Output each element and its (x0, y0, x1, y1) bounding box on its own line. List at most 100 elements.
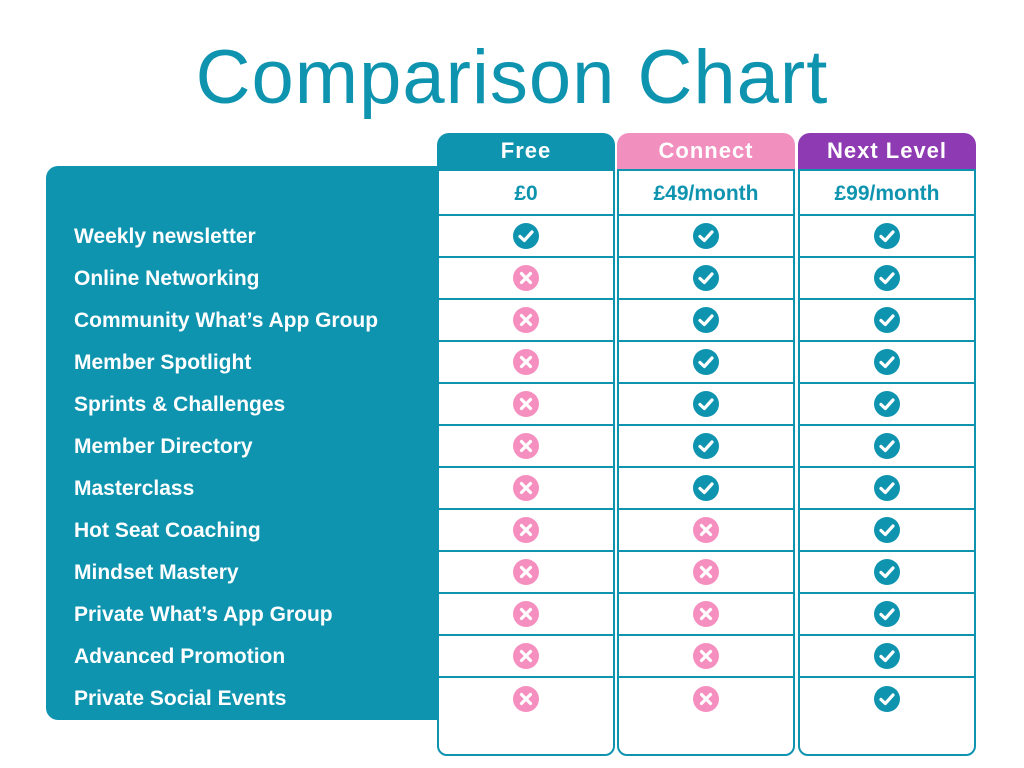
excluded-cell (439, 636, 613, 678)
check-circle-icon (693, 391, 719, 417)
included-cell (800, 552, 974, 594)
check-circle-icon (874, 433, 900, 459)
cross-circle-icon (693, 686, 719, 712)
feature-label: Member Spotlight (74, 351, 252, 374)
cross-circle-icon (513, 475, 539, 501)
cross-circle-icon (513, 433, 539, 459)
plan-header: Free (437, 133, 615, 169)
plan-cells (439, 216, 613, 720)
check-circle-icon (513, 223, 539, 249)
plan-body: £49/month (617, 169, 795, 756)
included-cell (800, 636, 974, 678)
included-cell (800, 468, 974, 510)
included-cell (800, 258, 974, 300)
cross-circle-icon (693, 517, 719, 543)
excluded-cell (619, 510, 793, 552)
excluded-cell (619, 552, 793, 594)
feature-list: Weekly newsletter Online Networking Commun… (74, 216, 434, 720)
feature-label: Weekly newsletter (74, 225, 256, 248)
check-circle-icon (693, 433, 719, 459)
feature-label: Mindset Mastery (74, 561, 239, 584)
check-circle-icon (693, 223, 719, 249)
excluded-cell (619, 636, 793, 678)
feature-label: Hot Seat Coaching (74, 519, 261, 542)
plan-column-next-level: Next Level £99/month (798, 133, 976, 756)
excluded-cell (619, 678, 793, 720)
included-cell (800, 594, 974, 636)
plan-body: £99/month (798, 169, 976, 756)
included-cell (800, 216, 974, 258)
included-cell (619, 468, 793, 510)
included-cell (800, 342, 974, 384)
included-cell (619, 384, 793, 426)
included-cell (619, 258, 793, 300)
feature-label: Online Networking (74, 267, 260, 290)
plan-header: Next Level (798, 133, 976, 169)
check-circle-icon (874, 686, 900, 712)
plan-header: Connect (617, 133, 795, 169)
cross-circle-icon (513, 349, 539, 375)
cross-circle-icon (513, 559, 539, 585)
check-circle-icon (874, 475, 900, 501)
excluded-cell (439, 678, 613, 720)
check-circle-icon (874, 517, 900, 543)
chart-title: Comparison Chart (195, 35, 829, 120)
excluded-cell (439, 258, 613, 300)
cross-circle-icon (513, 686, 539, 712)
check-circle-icon (693, 349, 719, 375)
cross-circle-icon (513, 391, 539, 417)
check-circle-icon (874, 223, 900, 249)
included-cell (800, 384, 974, 426)
cross-circle-icon (513, 601, 539, 627)
plan-price: £49/month (619, 171, 793, 216)
included-cell (800, 678, 974, 720)
check-circle-icon (874, 349, 900, 375)
check-circle-icon (693, 265, 719, 291)
feature-label: Sprints & Challenges (74, 393, 286, 416)
check-circle-icon (693, 475, 719, 501)
cross-circle-icon (513, 643, 539, 669)
included-cell (439, 216, 613, 258)
check-circle-icon (874, 601, 900, 627)
excluded-cell (439, 468, 613, 510)
feature-label: Masterclass (74, 477, 195, 500)
cross-circle-icon (513, 517, 539, 543)
included-cell (800, 426, 974, 468)
plan-cells (800, 216, 974, 720)
plan-body: £0 (437, 169, 615, 756)
feature-label: Member Directory (74, 435, 253, 458)
excluded-cell (439, 342, 613, 384)
check-circle-icon (693, 307, 719, 333)
check-circle-icon (874, 643, 900, 669)
plan-cells (619, 216, 793, 720)
cross-circle-icon (693, 601, 719, 627)
plan-column-free: Free £0 (437, 133, 615, 756)
cross-circle-icon (693, 559, 719, 585)
excluded-cell (439, 510, 613, 552)
feature-label: Advanced Promotion (74, 645, 286, 668)
feature-label: Private What’s App Group (74, 603, 333, 626)
feature-label: Community What’s App Group (74, 309, 379, 332)
included-cell (619, 426, 793, 468)
cross-circle-icon (513, 307, 539, 333)
included-cell (619, 216, 793, 258)
feature-label: Private Social Events (74, 687, 287, 710)
check-circle-icon (874, 265, 900, 291)
feature-label-panel (46, 166, 466, 720)
check-circle-icon (874, 559, 900, 585)
excluded-cell (619, 594, 793, 636)
included-cell (619, 300, 793, 342)
excluded-cell (439, 384, 613, 426)
included-cell (800, 510, 974, 552)
excluded-cell (439, 552, 613, 594)
excluded-cell (439, 594, 613, 636)
excluded-cell (439, 426, 613, 468)
included-cell (800, 300, 974, 342)
cross-circle-icon (513, 265, 539, 291)
check-circle-icon (874, 391, 900, 417)
check-circle-icon (874, 307, 900, 333)
plan-price: £99/month (800, 171, 974, 216)
plan-column-connect: Connect £49/month (617, 133, 795, 756)
plan-price: £0 (439, 171, 613, 216)
cross-circle-icon (693, 643, 719, 669)
